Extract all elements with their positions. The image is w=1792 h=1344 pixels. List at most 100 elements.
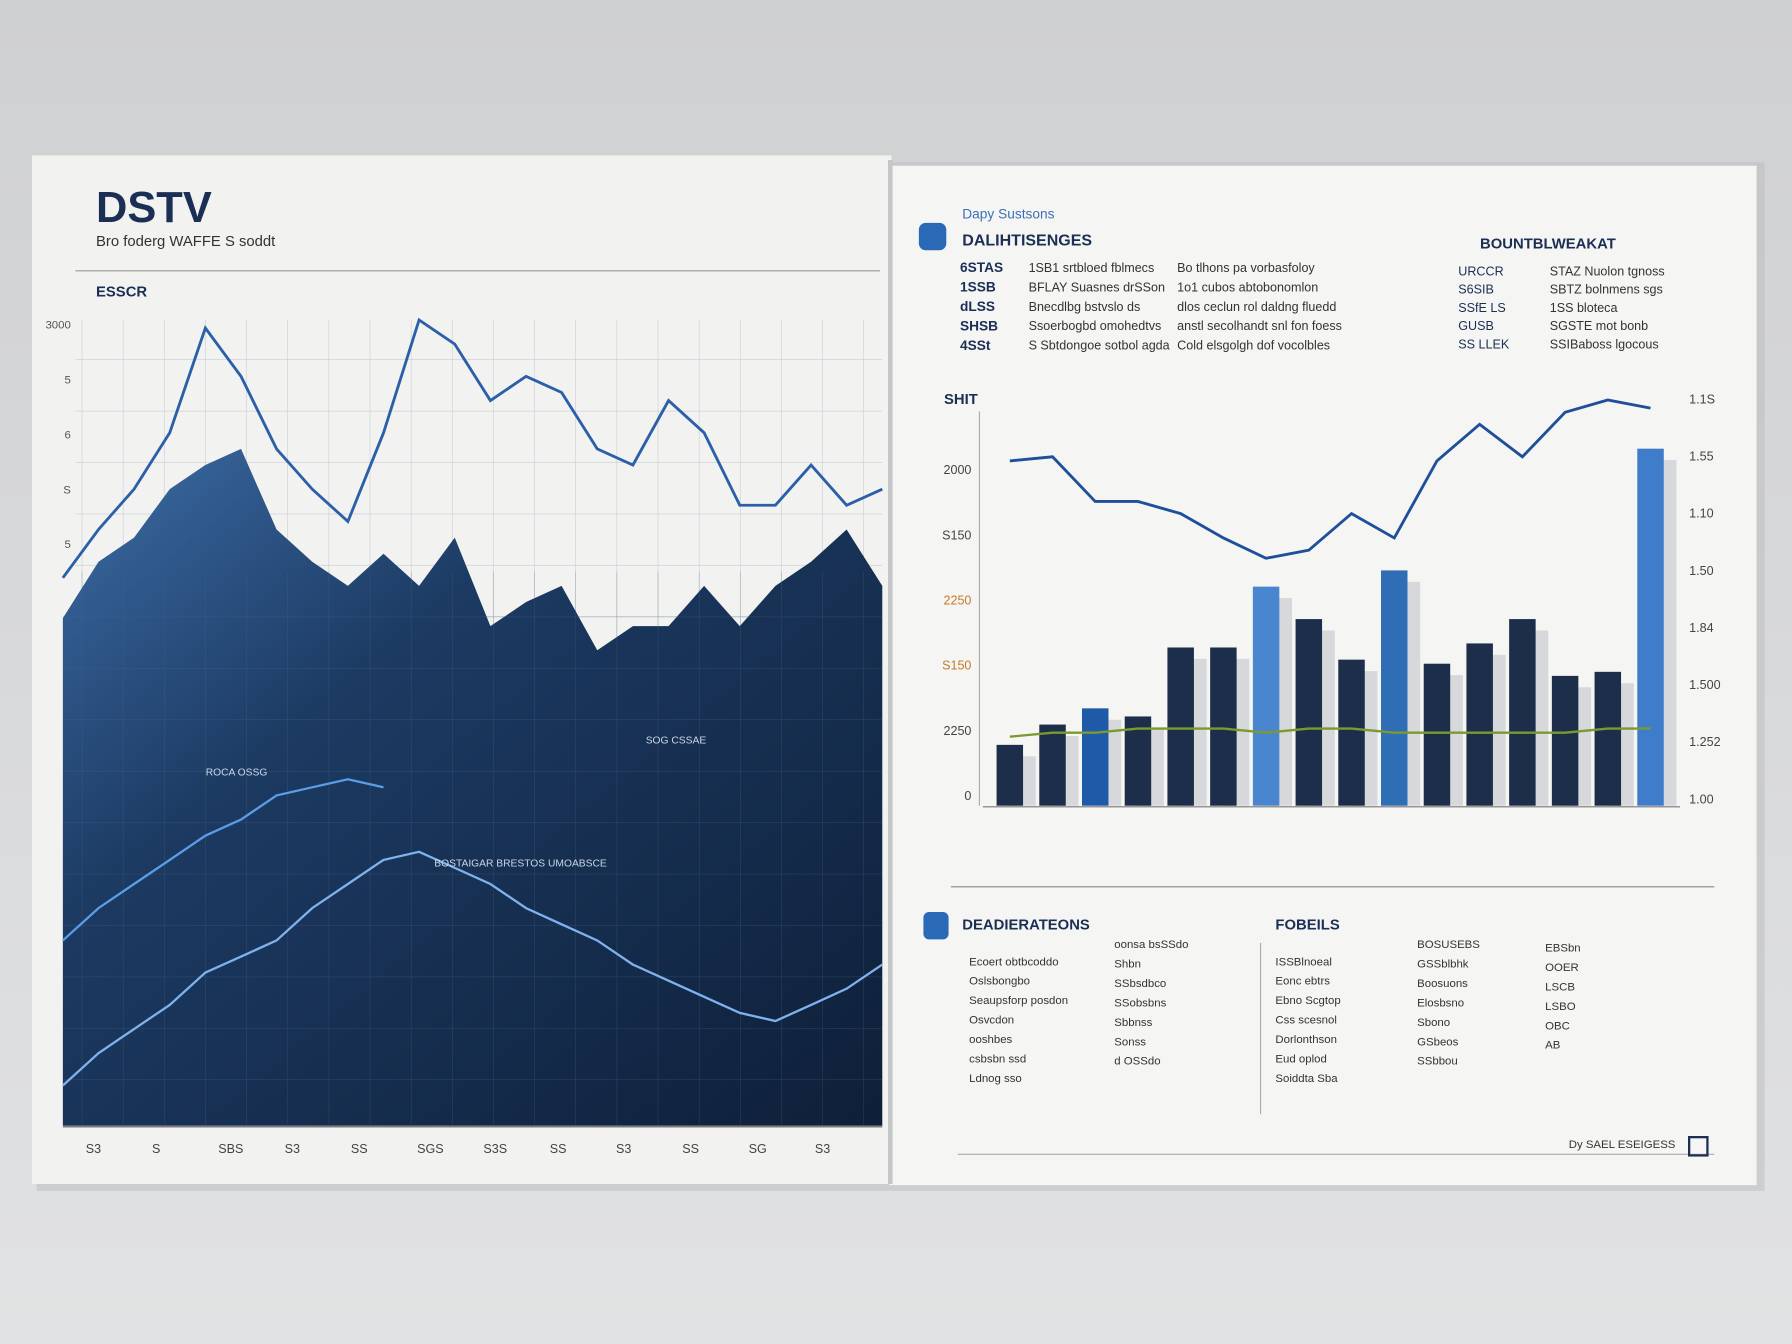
label: 1.1S — [1689, 392, 1715, 406]
label: SSIBaboss lgocous — [1550, 337, 1659, 351]
label: Bo tlhons pa vorbasfoloy — [1177, 261, 1315, 275]
label: csbsbn ssd — [969, 1053, 1026, 1065]
label: d OSSdo — [1114, 1056, 1160, 1068]
label: S3 — [86, 1142, 101, 1156]
bar — [1210, 647, 1237, 806]
bar — [1637, 448, 1664, 806]
grid-overlay — [62, 571, 883, 1126]
label: anstl secolhandt snl fon foess — [1177, 319, 1342, 333]
label: SGS — [417, 1142, 444, 1156]
label: Ebno Scgtop — [1275, 995, 1340, 1007]
label: S3 — [285, 1142, 300, 1156]
line — [1009, 727, 1651, 738]
label: SG — [749, 1142, 767, 1156]
bar — [1509, 619, 1536, 806]
label: S6SIB — [1458, 283, 1494, 297]
line — [62, 778, 384, 942]
label: 5 — [65, 539, 71, 551]
kicker: Dapy Sustsons — [962, 206, 1054, 221]
label: 2000 — [943, 463, 971, 477]
label: 6STAS — [960, 260, 1003, 275]
line — [1009, 398, 1651, 560]
label: S3 — [616, 1142, 631, 1156]
label: SSbsdbco — [1114, 978, 1166, 990]
bar — [1423, 663, 1451, 806]
label: OOER — [1545, 962, 1579, 974]
label: S — [63, 484, 71, 496]
label: dlos ceclun rol daldng fluedd — [1177, 300, 1336, 314]
label: GUSB — [1458, 319, 1494, 333]
label: 1.252 — [1689, 735, 1720, 749]
label: GSbeos — [1417, 1036, 1459, 1048]
brand: DSTV — [96, 184, 212, 232]
label: Ldnog sso — [969, 1073, 1022, 1085]
bottom-heading: FOBEILS — [1275, 918, 1339, 934]
bar — [1551, 675, 1579, 806]
label: 1.55 — [1689, 449, 1713, 463]
label: oonsa bsSSdo — [1114, 939, 1188, 951]
label: Oslsbongbo — [969, 976, 1030, 988]
label: Boosuons — [1417, 978, 1468, 990]
bar — [1381, 570, 1408, 806]
label: AB — [1545, 1040, 1560, 1052]
bar — [1466, 643, 1493, 806]
label: S3 — [815, 1142, 830, 1156]
label: Soiddta Sba — [1275, 1073, 1338, 1085]
label: 5 — [65, 375, 71, 387]
side-heading: BOUNTBLWEAKAT — [1480, 236, 1616, 252]
label: SS — [550, 1142, 567, 1156]
label: 1.00 — [1689, 792, 1713, 806]
label: 1.500 — [1689, 678, 1720, 692]
label: Sonss — [1114, 1036, 1146, 1048]
subtitle: Bro foderg WAFFE S soddt — [96, 234, 276, 250]
label: SS — [351, 1142, 368, 1156]
label: OBC — [1545, 1020, 1570, 1032]
label: GSSblbhk — [1417, 959, 1469, 971]
label: 2250 — [943, 724, 971, 738]
label: Shbn — [1114, 959, 1141, 971]
label: Css scesnol — [1275, 1015, 1337, 1027]
line — [62, 850, 883, 1087]
label: Dorlonthson — [1275, 1034, 1337, 1046]
label: Bnecdlbg bstvslo ds — [1029, 300, 1141, 314]
bar — [1295, 619, 1323, 806]
bar — [1594, 671, 1622, 806]
label: SBS — [218, 1142, 243, 1156]
label: SBTZ bolnmens sgs — [1550, 283, 1663, 297]
label: dLSS — [960, 299, 995, 314]
line — [61, 317, 883, 579]
bar — [1338, 659, 1365, 806]
label: SOG CSSAE — [646, 735, 707, 746]
label: LSBO — [1545, 1001, 1576, 1013]
label: Sbono — [1417, 1017, 1450, 1029]
bar — [1082, 708, 1109, 806]
label: 1SSB — [960, 280, 996, 295]
icon — [923, 912, 949, 940]
label: S3S — [483, 1142, 507, 1156]
bar — [1124, 716, 1152, 806]
bar — [1252, 586, 1280, 806]
label: Osvcdon — [969, 1015, 1014, 1027]
label: SSbbou — [1417, 1056, 1458, 1068]
label: SSfE LS — [1458, 301, 1505, 315]
label: S Sbtdongoe sotbol agda — [1029, 339, 1170, 353]
label: ooshbes — [969, 1034, 1012, 1046]
label: 3000 — [45, 320, 70, 332]
label: Eud oplod — [1275, 1053, 1326, 1065]
label: Seaupsforp posdon — [969, 995, 1068, 1007]
footer: Dy SAEL ESEIGESS — [1569, 1139, 1676, 1151]
label: Cold elsgolgh dof vocolbles — [1177, 339, 1330, 353]
label: 1.50 — [1689, 564, 1713, 578]
label: 1SB1 srtbloed fblmecs — [1029, 261, 1155, 275]
label: URCCR — [1458, 264, 1503, 278]
icon — [918, 222, 947, 251]
bar — [1039, 724, 1066, 806]
heading: DALIHTISENGES — [962, 232, 1092, 249]
label: 0 — [964, 789, 971, 803]
label: S150 — [942, 659, 971, 673]
label: 6 — [65, 429, 71, 441]
bottom-heading: DEADIERATEONS — [962, 918, 1090, 934]
label: LSCB — [1545, 981, 1575, 993]
label: BOSTAIGAR BRESTOS UMOABSCE — [434, 859, 607, 870]
